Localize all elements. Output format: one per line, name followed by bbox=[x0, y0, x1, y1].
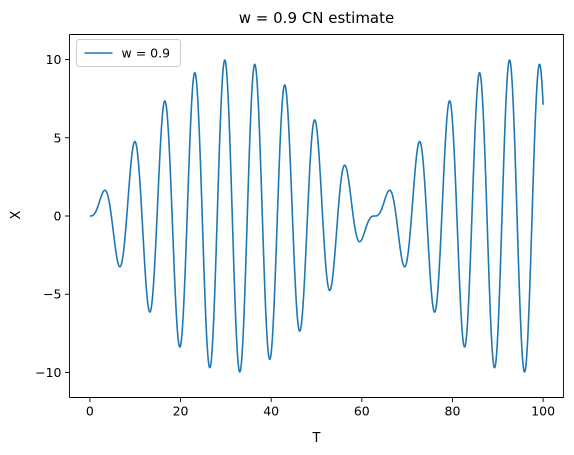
x-tick-label: 80 bbox=[445, 404, 461, 419]
y-tick-label: 0 bbox=[54, 209, 62, 224]
x-tick-label: 20 bbox=[173, 404, 189, 419]
x-tick-label: 40 bbox=[263, 404, 279, 419]
chart-title: w = 0.9 CN estimate bbox=[239, 9, 394, 27]
legend-label: w = 0.9 bbox=[122, 46, 171, 61]
y-tick-label: 5 bbox=[54, 130, 62, 145]
series-line-0 bbox=[89, 59, 544, 373]
y-tick-label: −10 bbox=[35, 365, 61, 380]
plot-area bbox=[89, 59, 544, 373]
y-tick-label: 10 bbox=[46, 52, 62, 67]
y-axis-label: X bbox=[9, 210, 24, 219]
legend-box bbox=[76, 39, 181, 67]
axes: 0 20 40 60 80 100 −10 −5 0 5 10 bbox=[35, 34, 564, 419]
x-tick-label: 100 bbox=[531, 404, 555, 419]
x-tick-label: 60 bbox=[354, 404, 370, 419]
y-tick-label: −5 bbox=[43, 287, 61, 302]
legend: w = 0.9 bbox=[76, 39, 181, 67]
x-tick-label: 0 bbox=[86, 404, 94, 419]
x-axis-label: T bbox=[312, 431, 321, 446]
